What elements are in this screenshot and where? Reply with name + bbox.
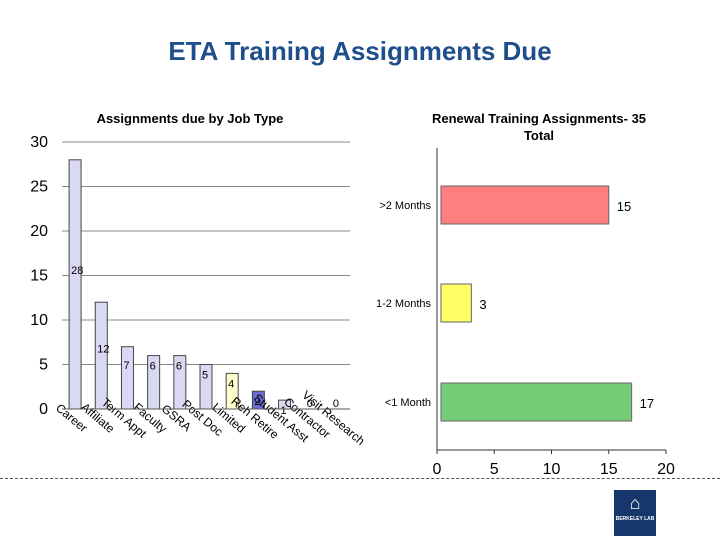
x-tick-label-5: 5 [490, 461, 499, 478]
value-label-faculty: 6 [150, 361, 156, 373]
hvalue-label-under-1-month: 17 [640, 396, 654, 411]
value-label-visit-research: 0 [333, 398, 339, 410]
y-tick-label-10: 10 [30, 312, 48, 329]
y-tick-label-15: 15 [30, 268, 48, 285]
value-label-affiliate: 12 [97, 343, 109, 355]
lab-building-icon: ⌂ [629, 493, 641, 513]
hbar-over-2-months [440, 185, 610, 225]
berkeley-lab-logo-icon: ⌂ BERKELEY LAB [614, 490, 656, 536]
y-tick-label-25: 25 [30, 179, 48, 196]
value-label-term-appt: 7 [123, 360, 129, 372]
x-tick-label-0: 0 [433, 461, 442, 478]
y-tick-label-30: 30 [30, 134, 48, 151]
chart-title-job-type: Assignments due by Job Type [97, 111, 284, 126]
value-label-career: 28 [71, 265, 83, 277]
chart-title-renewal: Renewal Training Assignments- 35 [432, 111, 646, 126]
x-tick-label-20: 20 [657, 461, 675, 478]
bar-affiliate [94, 301, 108, 410]
y-tick-label-0: 0 [39, 401, 48, 418]
bar-career [68, 159, 82, 410]
value-label-post-doc: 5 [202, 370, 208, 382]
y-tick-label-20: 20 [30, 223, 48, 240]
hvalue-label-1-2-months: 3 [479, 297, 486, 312]
value-label-limited: 4 [228, 378, 234, 390]
x-tick-label-15: 15 [600, 461, 618, 478]
chart-title-renewal-total: Total [524, 128, 554, 143]
bar-term-appt [120, 346, 134, 410]
value-label-contractor: 0 [307, 398, 313, 410]
hcategory-label-1-2-months: 1-2 Months [376, 298, 432, 310]
logo-text: BERKELEY LAB [615, 516, 655, 522]
footer-divider [0, 478, 720, 479]
value-label-reh-retire: 2 [254, 396, 260, 408]
x-tick-label-10: 10 [543, 461, 561, 478]
value-label-gsra: 6 [176, 361, 182, 373]
hcategory-label-over-2-months: >2 Months [379, 200, 431, 212]
slide-title: ETA Training Assignments Due [168, 36, 552, 66]
hbar-under-1-month [440, 382, 633, 422]
y-tick-label-5: 5 [39, 357, 48, 374]
value-label-student-asst: 1 [281, 405, 287, 417]
hbar-1-2-months [440, 283, 472, 323]
hvalue-label-over-2-months: 15 [617, 199, 631, 214]
hcategory-label-under-1-month: <1 Month [385, 397, 431, 409]
